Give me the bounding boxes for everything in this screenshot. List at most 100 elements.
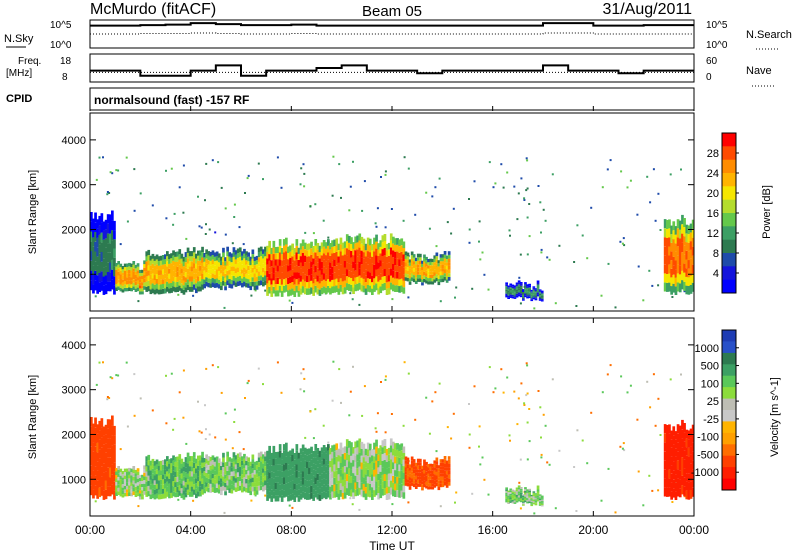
power-echo-cell	[178, 269, 182, 276]
power-echo-cell	[676, 228, 680, 238]
velocity-echo-cell	[141, 487, 144, 491]
velocity-echo-dot	[349, 390, 352, 393]
power-echo-cell	[331, 240, 334, 247]
velocity-echo-cell	[285, 442, 288, 450]
velocity-echo-cell	[398, 444, 401, 452]
power-echo-cell	[538, 298, 542, 300]
velocity-echo-cell	[232, 466, 236, 472]
power-echo-cell	[329, 268, 332, 276]
power-echo-cell	[192, 252, 196, 258]
velocity-echo-cell	[668, 487, 671, 497]
power-echo-dot	[544, 219, 547, 222]
velocity-echo-cell	[314, 464, 318, 471]
power-echo-cell	[159, 279, 163, 285]
power-echo-cell	[264, 246, 267, 252]
velocity-echo-cell	[408, 480, 412, 484]
power-echo-cell	[513, 297, 517, 299]
velocity-echo-cell	[439, 459, 443, 463]
velocity-echo-cell	[141, 480, 144, 484]
velocity-echo-cell	[534, 497, 538, 500]
velocity-echo-dot	[494, 387, 497, 390]
power-echo-cell	[128, 280, 131, 284]
power-echo-cell	[280, 254, 284, 261]
velocity-echo-cell	[276, 495, 280, 502]
power-echo-cell	[320, 281, 324, 288]
power-echo-cell	[153, 284, 157, 290]
velocity-echo-cell	[104, 424, 108, 435]
power-echo-cell	[348, 284, 351, 291]
power-echo-cell	[431, 262, 435, 266]
power-cb-swatch	[722, 266, 736, 281]
power-echo-cell	[666, 265, 669, 274]
power-echo-dot	[214, 231, 217, 234]
velocity-echo-cell	[691, 469, 695, 479]
power-echo-cell	[94, 261, 97, 271]
power-echo-cell	[151, 263, 155, 269]
velocity-echo-cell	[314, 457, 318, 465]
power-echo-cell	[186, 284, 190, 290]
velocity-echo-cell	[379, 465, 383, 472]
power-echo-cell	[102, 249, 106, 259]
power-echo-cell	[149, 265, 153, 271]
power-echo-cell	[104, 275, 108, 285]
velocity-echo-cell	[295, 444, 299, 451]
power-echo-cell	[350, 284, 353, 292]
power-echo-cell	[278, 259, 282, 266]
power-echo-cell	[320, 242, 324, 249]
power-echo-cell	[228, 274, 232, 279]
velocity-echo-cell	[400, 483, 404, 491]
velocity-echo-cell	[205, 486, 208, 492]
power-echo-cell	[394, 278, 397, 286]
velocity-echo-dot	[657, 489, 660, 492]
power-echo-cell	[143, 264, 146, 268]
power-echo-cell	[681, 214, 684, 225]
velocity-echo-dot	[302, 368, 305, 371]
velocity-echo-cell	[356, 468, 359, 475]
power-echo-cell	[168, 259, 171, 264]
velocity-echo-cell	[381, 447, 385, 455]
velocity-echo-cell	[532, 491, 536, 493]
velocity-echo-cell	[433, 484, 437, 488]
velocity-echo-cell	[108, 477, 112, 487]
velocity-echo-cell	[345, 439, 349, 447]
velocity-echo-cell	[394, 490, 397, 497]
velocity-echo-cell	[371, 461, 374, 469]
power-echo-cell	[312, 277, 315, 284]
power-echo-cell	[687, 242, 691, 252]
velocity-echo-cell	[431, 486, 435, 490]
velocity-echo-cell	[295, 457, 299, 465]
velocity-echo-cell	[249, 482, 253, 487]
velocity-echo-cell	[663, 487, 667, 497]
velocity-echo-cell	[134, 476, 138, 480]
power-echo-cell	[255, 255, 259, 261]
power-echo-cell	[184, 262, 188, 268]
velocity-echo-dot	[575, 510, 578, 512]
velocity-echo-dot	[244, 397, 246, 399]
power-echo-cell	[312, 252, 315, 259]
power-echo-cell	[400, 265, 404, 272]
velocity-echo-cell	[130, 468, 133, 473]
velocity-echo-cell	[505, 489, 508, 492]
noise-tick-left-bottom: 10^0	[50, 40, 72, 51]
velocity-ylabel: Slant Range [km]	[27, 375, 39, 459]
velocity-echo-cell	[689, 490, 693, 499]
velocity-echo-cell	[540, 497, 544, 499]
velocity-echo-cell	[427, 470, 430, 474]
power-echo-cell	[431, 268, 435, 272]
velocity-echo-cell	[392, 448, 395, 456]
velocity-echo-cell	[433, 467, 437, 471]
velocity-echo-cell	[511, 498, 515, 500]
power-echo-cell	[327, 252, 330, 260]
power-echo-cell	[166, 286, 169, 292]
velocity-echo-cell	[222, 476, 225, 482]
velocity-echo-cell	[234, 473, 238, 479]
velocity-echo-cell	[153, 485, 157, 490]
velocity-echo-cell	[226, 475, 229, 481]
power-echo-cell	[220, 260, 223, 266]
power-echo-cell	[306, 275, 309, 283]
power-echo-cell	[447, 258, 451, 263]
velocity-echo-cell	[164, 464, 167, 470]
power-echo-cell	[236, 267, 240, 272]
velocity-echo-cell	[215, 465, 219, 470]
power-echo-cell	[224, 273, 227, 278]
